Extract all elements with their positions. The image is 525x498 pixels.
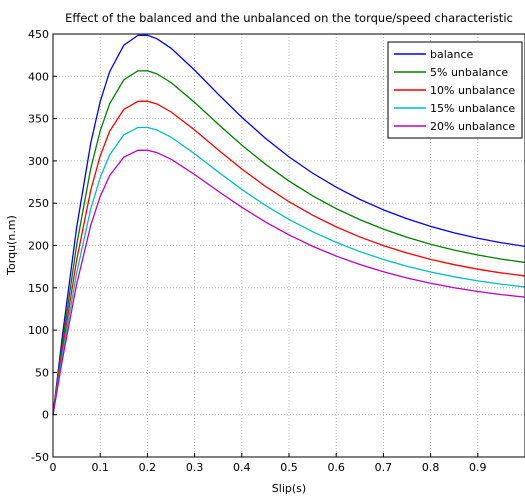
x-tick-label: 0.1 — [91, 461, 109, 474]
y-tick-label: 450 — [28, 28, 49, 41]
series-line — [52, 70, 525, 415]
y-axis-label: Torqu(n.m) — [5, 215, 18, 276]
series-line — [52, 149, 525, 415]
legend-label: 20% unbalance — [430, 120, 515, 133]
x-tick-label: 0.7 — [375, 461, 393, 474]
y-tick-label: 250 — [28, 197, 49, 210]
y-tick-label: 400 — [28, 70, 49, 83]
x-tick-label: 0.6 — [327, 461, 345, 474]
grid-lines — [52, 33, 525, 458]
x-tick-label: 0.5 — [280, 461, 298, 474]
legend-label: 15% unbalance — [430, 102, 515, 115]
x-tick-label: 0 — [50, 461, 57, 474]
x-tick-label: 0.2 — [139, 461, 157, 474]
plot-frame — [52, 33, 525, 458]
series-line — [52, 100, 525, 415]
legend-label: 5% unbalance — [430, 66, 508, 79]
series-line — [52, 34, 525, 415]
y-tick-label: 150 — [28, 282, 49, 295]
x-tick-label: 0.4 — [233, 461, 251, 474]
x-tick-label: 0.9 — [469, 461, 487, 474]
x-axis-label: Slip(s) — [272, 482, 306, 495]
legend-label: 10% unbalance — [430, 84, 515, 97]
y-tick-label: 100 — [28, 324, 49, 337]
chart-title: Effect of the balanced and the unbalance… — [65, 11, 513, 25]
x-axis-ticks: 0 0.1 0.2 0.3 0.4 0.5 0.6 0.7 0.8 0.9 — [50, 453, 487, 474]
y-tick-label: 300 — [28, 155, 49, 168]
legend: balance 5% unbalance 10% unbalance 15% unba… — [387, 41, 523, 139]
y-tick-label: 50 — [35, 366, 49, 379]
y-tick-label: -50 — [31, 451, 49, 464]
legend-label: balance — [430, 48, 474, 61]
x-tick-label: 0.8 — [422, 461, 440, 474]
series-lines — [52, 34, 525, 415]
x-tick-label: 0.3 — [186, 461, 204, 474]
y-tick-label: 350 — [28, 113, 49, 126]
y-tick-label: 0 — [42, 409, 49, 422]
y-tick-label: 200 — [28, 240, 49, 253]
series-line — [52, 126, 525, 415]
